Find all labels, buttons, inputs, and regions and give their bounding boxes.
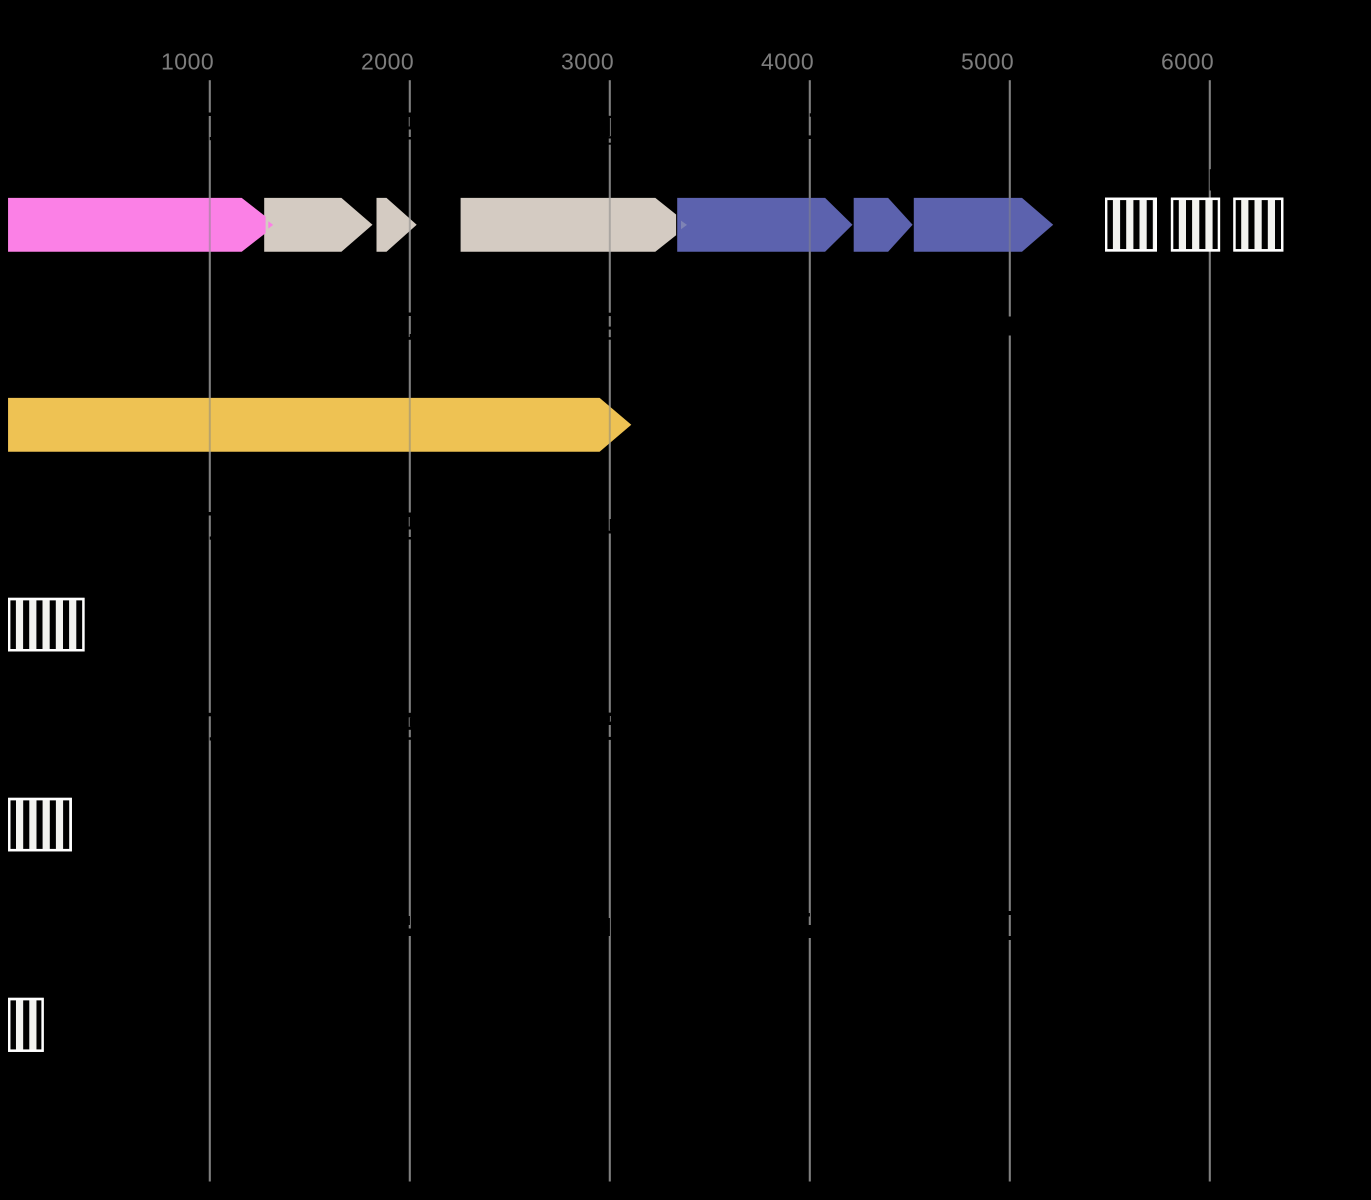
svg-text:2000: 2000 (361, 49, 414, 75)
svg-text:3000: 3000 (561, 49, 614, 75)
svg-text:1000: 1000 (161, 49, 214, 75)
svg-text:6000: 6000 (1161, 49, 1214, 75)
svg-text:4000: 4000 (761, 49, 814, 75)
svg-text:5000: 5000 (961, 49, 1014, 75)
